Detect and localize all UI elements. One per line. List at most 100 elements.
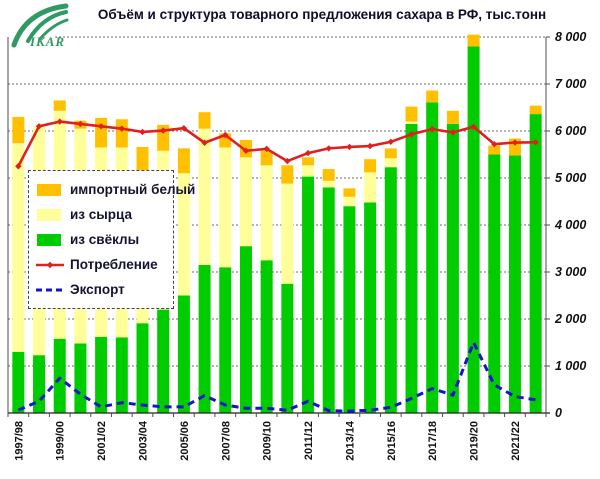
consumption-marker <box>284 157 291 165</box>
consumption-marker <box>159 127 167 134</box>
legend: импортный белый из сырца из свёклы Потребле… <box>28 170 195 309</box>
bar-segment-beet <box>239 246 252 413</box>
bar-segment-beet <box>115 337 128 413</box>
bar-segment-white-import <box>343 188 356 197</box>
bar-segment-raw <box>343 196 356 207</box>
bar-segment-beet <box>281 283 294 413</box>
legend-swatch-box <box>37 233 61 246</box>
consumption-marker <box>180 124 188 132</box>
legend-item-4: Потребление <box>36 252 169 277</box>
bar-segment-beet <box>53 338 66 413</box>
bar-segment-raw <box>198 128 211 265</box>
legend-item-3: из свёклы <box>36 227 169 252</box>
y-axis-label: 0 <box>555 406 562 420</box>
consumption-marker <box>97 123 105 130</box>
axis-labels: 0 1 000 2 000 3 000 4 000 5 000 6 000 7 000 8 00… <box>13 30 586 461</box>
bar-segment-white-import <box>136 146 149 172</box>
bar-segment-white-import <box>426 90 439 103</box>
y-axis-label: 3 000 <box>555 265 586 279</box>
consumption-marker <box>15 163 22 170</box>
bar-segment-white-import <box>405 106 418 122</box>
y-axis-label: 6 000 <box>555 124 586 138</box>
consumption-marker <box>346 143 353 151</box>
bar-segment-white-import <box>488 145 501 155</box>
consumption-marker <box>263 145 270 153</box>
bar-segment-beet <box>508 155 521 413</box>
bar-segment-white-import <box>364 159 377 173</box>
consumption-marker <box>511 139 519 146</box>
consumption-marker <box>77 120 84 128</box>
bar-segment-beet <box>198 264 211 413</box>
ikar-logo-swoosh <box>11 3 69 48</box>
x-axis-label: 2001/02 <box>96 421 108 461</box>
consumption-marker <box>428 125 436 133</box>
bar-segment-beet <box>302 176 315 413</box>
legend-swatch-box <box>37 183 61 196</box>
bar-segment-white-import <box>529 105 542 115</box>
x-axis-label: 2021/22 <box>510 421 522 461</box>
bar-segment-beet <box>426 102 439 413</box>
bar-segment-raw <box>384 158 397 168</box>
legend-label: из сырца <box>70 207 133 222</box>
bar-segment-white-import <box>467 34 480 47</box>
x-axis-label: 1997/98 <box>13 421 25 461</box>
consumption-marker <box>139 128 146 136</box>
bar-segment-beet <box>364 202 377 413</box>
y-axis-label: 4 000 <box>554 218 586 232</box>
consumption-marker <box>408 131 415 138</box>
ikar-logo-text: IKAR <box>30 34 66 49</box>
x-axis-label: 2005/06 <box>179 421 191 461</box>
bar-segment-beet <box>405 123 418 413</box>
y-axis-label: 7 000 <box>555 77 586 91</box>
bar-segment-beet <box>488 154 501 413</box>
consumption-line <box>15 118 539 170</box>
bar-segment-beet <box>136 323 149 413</box>
x-axis-label: 2015/16 <box>386 421 398 461</box>
bar-segment-beet <box>177 295 190 413</box>
consumption-marker <box>222 131 229 139</box>
y-axis-label: 2 000 <box>554 312 586 326</box>
consumption-marker <box>470 123 477 130</box>
bar-segment-beet <box>322 187 335 413</box>
legend-item-1: импортный белый <box>36 177 195 202</box>
bar-segment-white-import <box>446 110 459 124</box>
bar-segment-raw <box>12 143 25 352</box>
legend-item-5: Экспорт <box>36 277 169 302</box>
consumption-marker <box>56 118 63 125</box>
consumption-marker <box>118 125 126 132</box>
legend-swatch-dashed <box>36 288 64 291</box>
x-axis-label: 2013/14 <box>344 420 356 461</box>
bar-segment-beet <box>446 123 459 413</box>
consumption-marker <box>201 139 208 146</box>
consumption-marker <box>35 123 43 130</box>
x-axis-label: 2009/10 <box>262 421 274 461</box>
consumption-marker <box>449 129 457 136</box>
y-axis-label: 8 000 <box>555 30 586 44</box>
bar-segment-beet <box>467 46 480 414</box>
legend-label: импортный белый <box>70 182 196 197</box>
bar-segment-beet <box>95 336 108 413</box>
bar-segment-white-import <box>302 157 315 166</box>
bar-segment-white-import <box>53 100 66 111</box>
bar-segment-raw <box>177 173 190 296</box>
bar-segment-raw <box>281 183 294 284</box>
legend-label: из свёклы <box>70 232 140 247</box>
bar-segment-raw <box>219 147 232 268</box>
legend-swatch-line <box>36 261 64 268</box>
legend-label: Экспорт <box>70 282 125 297</box>
legend-swatch-box <box>37 208 61 221</box>
bar-segment-beet <box>157 309 170 413</box>
bar-segment-beet <box>343 206 356 413</box>
consumption-marker <box>532 139 539 146</box>
bar-segment-raw <box>405 121 418 124</box>
consumption-marker <box>491 140 498 148</box>
bar-segment-raw <box>302 165 315 177</box>
bar-segment-beet <box>12 351 25 413</box>
consumption-marker <box>304 149 312 157</box>
axes <box>7 36 550 417</box>
bar-segment-white-import <box>322 169 335 181</box>
bar-segment-raw <box>260 165 273 261</box>
x-axis-label: 2003/04 <box>138 420 150 461</box>
y-axis-label: 5 000 <box>555 171 586 185</box>
